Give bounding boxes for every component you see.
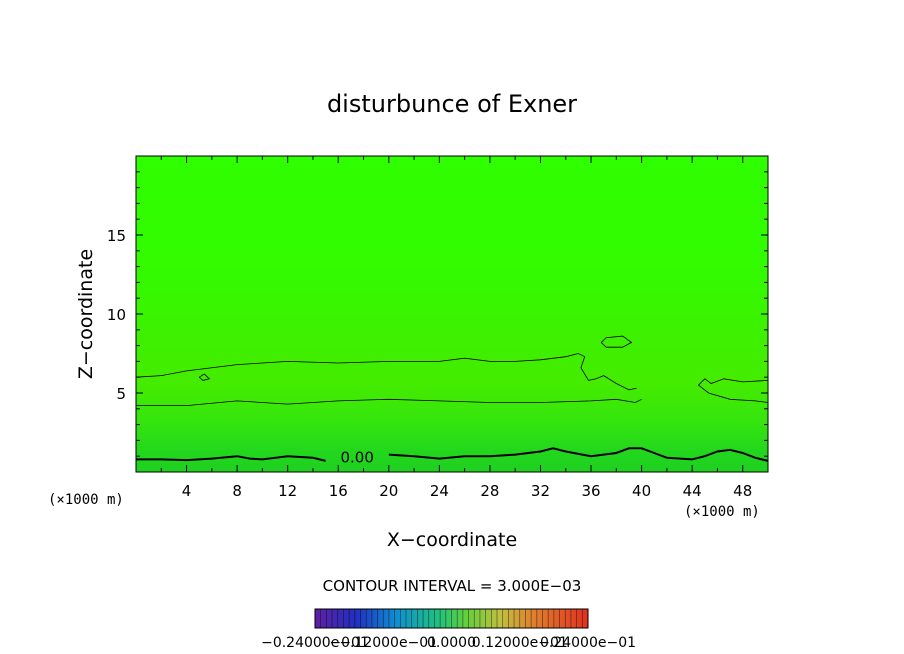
colorbar-label: 0.12000e−01 [472,635,568,651]
colorbar-label: −0.12000e−01 [329,635,437,651]
x-axis-unit: (×1000 m) [684,504,760,520]
chart-title: disturbunce of Exner [327,90,577,118]
contour-lines: 0.00 [135,335,769,467]
x-tick-label: 4 [182,482,192,500]
y-axis-label: Z−coordinate [75,249,97,379]
contour-island [600,335,633,348]
colorbar-label: 0.24000e−01 [540,635,636,651]
contour-zero-left [136,455,326,462]
x-tick-label: 32 [531,482,550,500]
x-tick-label: 44 [683,482,702,500]
x-tick-label: 12 [278,482,297,500]
x-tick-label: 16 [329,482,348,500]
colorbar-ticks [314,609,589,628]
colorbar-label: −0.24000e−01 [261,635,369,651]
colorbar-labels: −0.24000e−01−0.12000e−010.00000.12000e−0… [261,635,636,651]
x-tick-label: 20 [379,482,398,500]
x-tick-label: 40 [632,482,651,500]
contour-zero-right [388,447,769,462]
x-axis-ticks: 4 8 12 16 20 24 28 32 36 40 44 48 [160,156,752,500]
contour-upper [135,353,637,391]
contour-zero-label: 0.00 [340,449,373,467]
y-axis-ticks: 5 10 15 [107,171,768,457]
contour-interval: CONTOUR INTERVAL = 3.000E−03 [323,577,582,595]
y-tick-label: 15 [107,227,126,245]
contour-lower [136,398,642,406]
contour-right [697,378,769,403]
y-tick-label: 10 [107,306,126,324]
x-axis-label: X−coordinate [387,529,517,551]
x-tick-label: 28 [480,482,499,500]
x-tick-label: 8 [232,482,242,500]
y-axis-unit: (×1000 m) [48,492,124,508]
contour-small_blob [198,373,211,381]
x-tick-label: 36 [581,482,600,500]
y-tick-label: 5 [116,385,126,403]
colorbar-label: 0.0000 [427,635,476,651]
x-tick-label: 48 [733,482,752,500]
plot-field [136,156,768,472]
x-tick-label: 24 [430,482,449,500]
